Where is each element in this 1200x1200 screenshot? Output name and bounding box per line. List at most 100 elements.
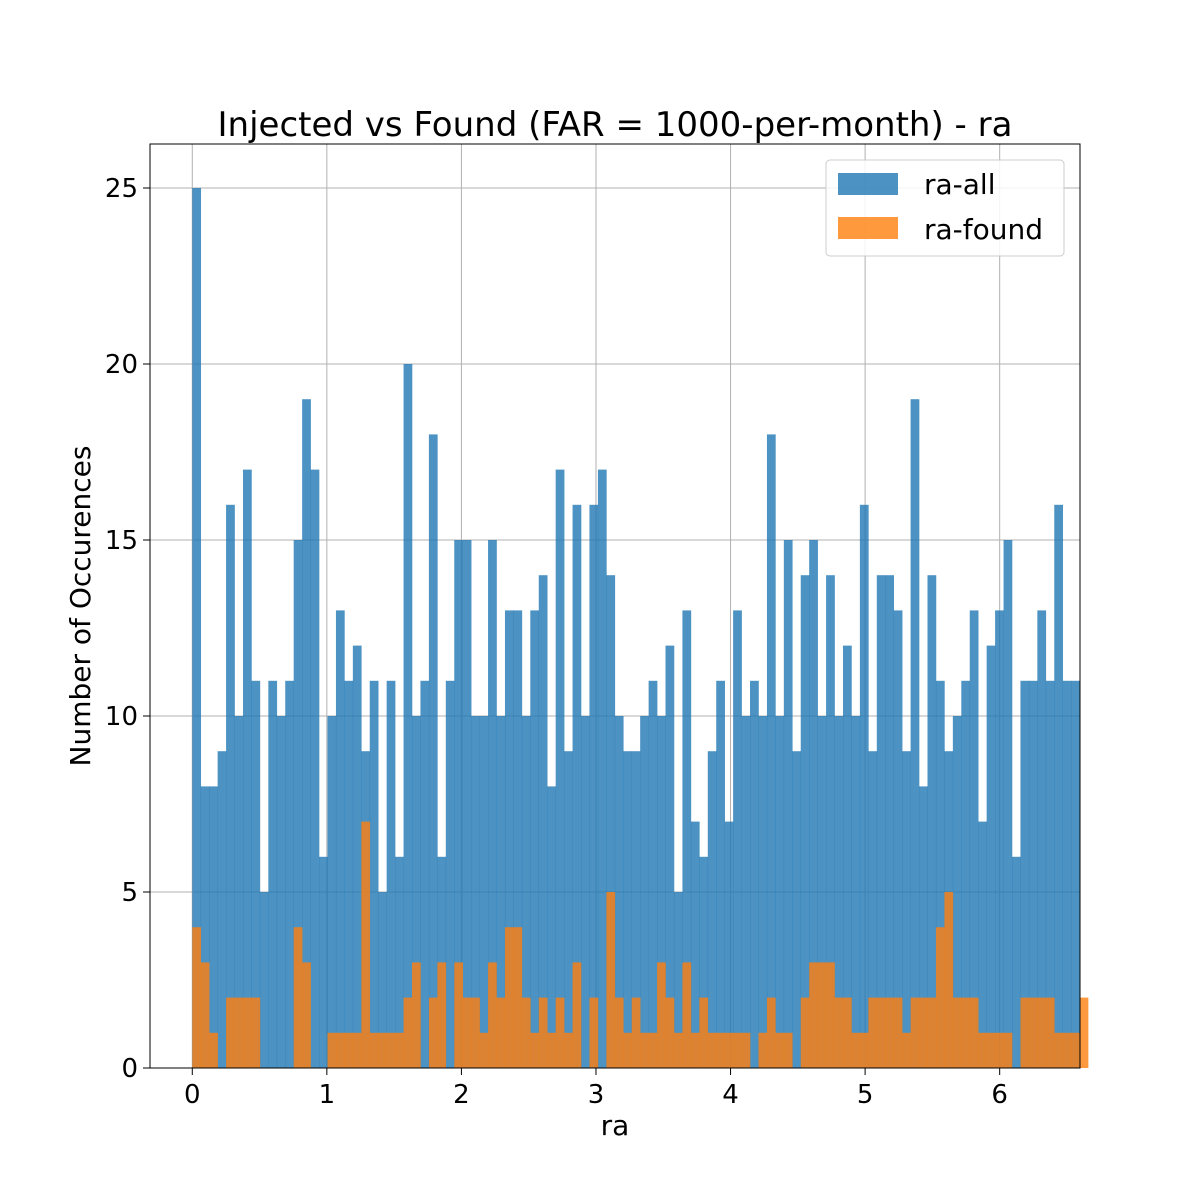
histogram-bar-ra-found <box>682 962 692 1068</box>
histogram-bar-ra-all <box>885 575 894 1068</box>
histogram-bar-ra-all <box>344 680 354 1068</box>
histogram-bar-ra-all <box>995 610 1004 1068</box>
legend-swatch-ra-found <box>838 217 898 239</box>
histogram-bar-ra-found <box>335 1032 345 1068</box>
histogram-bar-ra-all <box>640 716 649 1068</box>
histogram-bar-ra-all <box>192 188 202 1068</box>
histogram-bar-ra-all <box>293 540 303 1068</box>
histogram-bar-ra-found <box>521 997 531 1068</box>
histogram-bar-ra-all <box>910 399 920 1068</box>
histogram-bar-ra-found <box>302 962 311 1068</box>
histogram-bar-ra-all <box>251 680 261 1068</box>
histogram-bar-ra-found <box>783 1032 793 1068</box>
histogram-bar-ra-all <box>716 680 725 1068</box>
histogram-bar-ra-found <box>969 997 979 1068</box>
histogram-bar-ra-all <box>868 751 878 1068</box>
histogram-bar-ra-all <box>403 364 413 1068</box>
histogram-bar-ra-all <box>319 856 328 1068</box>
histogram-bar-ra-found <box>479 1032 489 1068</box>
x-tick-label: 1 <box>319 1080 336 1110</box>
series-ra-found <box>192 821 1089 1068</box>
histogram-bar-ra-found <box>564 1032 573 1068</box>
histogram-bar-ra-all <box>513 610 523 1068</box>
histogram-bar-ra-found <box>1071 1032 1080 1068</box>
histogram-bar-ra-found <box>344 1032 354 1068</box>
histogram-bar-ra-all <box>530 610 540 1068</box>
histogram-bar-ra-all <box>758 716 768 1068</box>
histogram-bar-ra-all <box>412 716 421 1068</box>
histogram-bar-ra-found <box>428 997 438 1068</box>
y-axis-label: Number of Occurences <box>64 446 97 767</box>
histogram-bar-ra-found <box>927 997 937 1068</box>
histogram-bar-ra-found <box>226 997 235 1068</box>
histogram-bar-ra-all <box>986 645 996 1068</box>
histogram-bar-ra-all <box>226 504 235 1068</box>
histogram-bar-ra-all <box>783 540 793 1068</box>
histogram-bar-ra-all <box>496 716 506 1068</box>
histogram-bar-ra-all <box>395 856 404 1068</box>
histogram-bar-ra-found <box>547 1032 556 1068</box>
histogram-bar-ra-all <box>581 716 590 1068</box>
histogram-bar-ra-found <box>766 997 776 1068</box>
histogram-bar-ra-found <box>513 927 523 1068</box>
histogram-bar-ra-found <box>606 892 616 1068</box>
histogram-bar-ra-found <box>707 1032 717 1068</box>
histogram-bar-ra-all <box>234 716 244 1068</box>
histogram-bar-ra-found <box>733 1032 742 1068</box>
histogram-bar-ra-all <box>842 645 852 1068</box>
histogram-bar-ra-found <box>842 997 852 1068</box>
histogram-bar-ra-found <box>724 1032 734 1068</box>
histogram-bar-ra-found <box>454 962 464 1068</box>
histogram-bar-ra-found <box>910 997 920 1068</box>
histogram-bar-ra-found <box>369 1032 379 1068</box>
histogram-bar-ra-found <box>631 997 641 1068</box>
histogram-bar-ra-all <box>800 575 810 1068</box>
histogram-bar-ra-all <box>504 610 514 1068</box>
histogram-bar-ra-found <box>868 997 878 1068</box>
histogram-bar-ra-all <box>1037 610 1047 1068</box>
plot-frame <box>149 143 1081 1069</box>
histogram-bar-ra-found <box>234 997 244 1068</box>
legend-swatch-ra-all <box>838 173 898 195</box>
histogram-bar-ra-all <box>851 716 861 1068</box>
histogram-bar-ra-found <box>555 997 565 1068</box>
y-axis-ticks: 0 5 10 15 20 25 <box>105 174 150 1084</box>
histogram-bar-ra-all <box>766 434 776 1068</box>
histogram-bar-ra-all <box>935 680 945 1068</box>
histogram-bar-ra-all <box>479 716 489 1068</box>
histogram-bar-ra-all <box>961 680 971 1068</box>
x-axis-ticks: 0 1 2 3 4 5 6 <box>184 1068 1008 1110</box>
histogram-bar-ra-all <box>521 716 531 1068</box>
histogram-bar-ra-all <box>327 716 337 1068</box>
histogram-bar-ra-all <box>259 892 269 1068</box>
histogram-bar-ra-found <box>919 997 928 1068</box>
histogram-bar-ra-all <box>902 751 911 1068</box>
histogram-bar-ra-all <box>386 680 396 1068</box>
histogram-bar-ra-all <box>302 399 311 1068</box>
histogram-bar-ra-found <box>741 1032 751 1068</box>
histogram-bar-ra-all <box>420 680 430 1068</box>
histogram-bar-ra-found <box>952 997 962 1068</box>
histogram-bar-ra-found <box>902 1032 911 1068</box>
y-tick-label: 20 <box>105 350 138 380</box>
histogram-bar-ra-found <box>1003 1032 1013 1068</box>
histogram-bar-ra-all <box>217 751 227 1068</box>
y-tick-label: 0 <box>121 1054 138 1084</box>
histogram-bar-ra-all <box>488 540 497 1068</box>
histogram-bar-ra-all <box>826 575 835 1068</box>
histogram-bar-ra-all <box>555 469 565 1069</box>
histogram-bar-ra-found <box>834 997 844 1068</box>
histogram-bar-ra-all <box>564 751 573 1068</box>
histogram-bar-ra-all <box>648 680 658 1068</box>
legend: ra-all ra-found <box>825 159 1065 257</box>
histogram-bar-ra-all <box>614 716 624 1068</box>
histogram-bar-ra-found <box>572 962 582 1068</box>
histogram-bar-ra-found <box>209 1032 218 1068</box>
histogram-bar-ra-all <box>952 716 962 1068</box>
x-tick-label: 2 <box>453 1080 470 1110</box>
x-tick-label: 5 <box>857 1080 874 1110</box>
histogram-bar-ra-found <box>885 997 894 1068</box>
histogram-bar-ra-found <box>640 1032 649 1068</box>
histogram-bar-ra-found <box>395 1032 404 1068</box>
histogram-bar-ra-found <box>488 962 497 1068</box>
